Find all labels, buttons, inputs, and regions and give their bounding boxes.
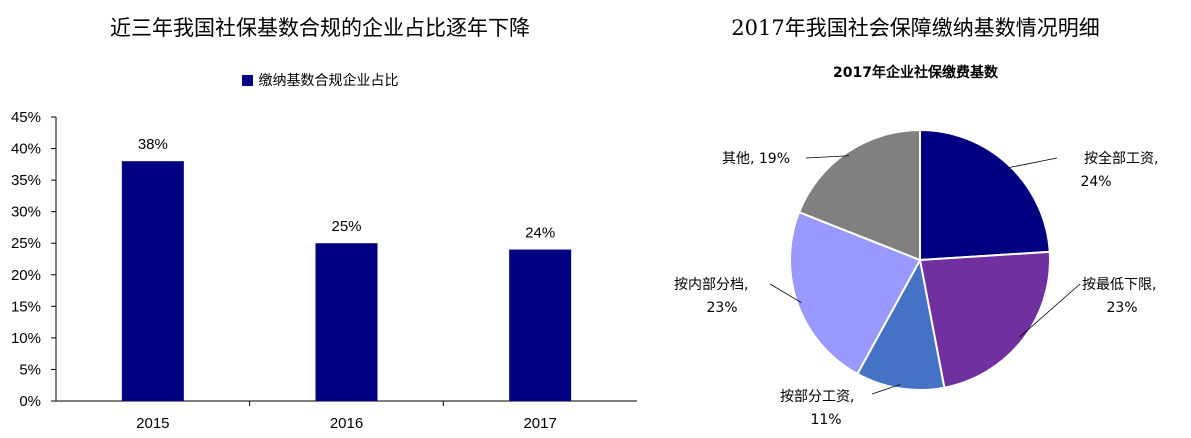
y-tick-label: 20% — [11, 267, 41, 284]
pie-chart-svg: 按全部工资, 24% 按最低下限, 23% 按部分工资, 11% 按内部分档, 23% 其他, … — [674, 128, 1158, 428]
pie-chart-panel: 2017年我国社会保障缴纳基数情况明细 2017年企业社保缴费基数 按全部工资,… — [640, 0, 1191, 438]
bar-chart-legend: 缴纳基数合规企业占比 — [0, 70, 640, 90]
pie-slice — [789, 210, 922, 376]
x-tick-label: 2015 — [136, 415, 169, 432]
pie-slice — [919, 128, 1051, 262]
bar-chart-panel: 近三年我国社保基数合规的企业占比逐年下降 缴纳基数合规企业占比 0% 5% 10% 1… — [0, 16, 640, 432]
legend-label: 缴纳基数合规企业占比 — [258, 73, 399, 89]
pie-slice — [797, 128, 921, 262]
pie-slice-value-label: 24% — [1080, 174, 1111, 190]
y-tick-label: 25% — [11, 235, 41, 252]
pie-slice-label: 其他, 19% — [722, 151, 790, 167]
pie-slice — [856, 257, 946, 391]
leader-line — [805, 155, 850, 159]
y-tick-label: 30% — [11, 204, 41, 221]
bar — [315, 243, 378, 401]
legend-swatch — [241, 75, 253, 86]
x-tick-label: 2017 — [523, 415, 556, 432]
bar-chart-main-title: 近三年我国社保基数合规的企业占比逐年下降 — [110, 16, 530, 40]
y-tick-label: 10% — [11, 330, 41, 347]
pie-slice-label: 按部分工资, — [780, 389, 854, 405]
y-tick-label: 0% — [19, 393, 41, 410]
leader-line — [1006, 157, 1058, 169]
pie-slice-value-label: 11% — [810, 412, 841, 428]
pie-slice — [918, 250, 1051, 389]
y-tick-label: 5% — [19, 361, 41, 378]
bar — [121, 161, 184, 401]
bar-data-label: 38% — [138, 136, 168, 153]
bar — [509, 249, 572, 401]
pie-slice-label: 按内部分档, — [674, 277, 748, 293]
bar-chart-svg: 0% 5% 10% 15% 20% 25% 30% 35% 40% 45% 38% 2015 25% 20… — [11, 109, 637, 432]
pie-chart-main-title: 2017年我国社会保障缴纳基数情况明细 — [731, 16, 1100, 40]
bar-data-label: 25% — [331, 218, 361, 235]
bar-data-label: 24% — [525, 225, 555, 242]
pie-slice-value-label: 23% — [1106, 300, 1137, 316]
pie-slice-label: 按最低下限, — [1082, 277, 1156, 293]
x-tick-label: 2016 — [330, 415, 363, 432]
leader-line — [1019, 283, 1081, 338]
pie-chart-title: 2017年企业社保缴费基数 — [833, 65, 998, 81]
pie-slice-value-label: 23% — [706, 300, 737, 316]
y-tick-label: 40% — [11, 141, 41, 158]
y-tick-label: 35% — [11, 172, 41, 189]
y-tick-label: 15% — [11, 298, 41, 315]
y-tick-label: 45% — [11, 109, 41, 126]
leader-line — [871, 384, 901, 395]
leader-line — [769, 283, 802, 304]
pie-slice-label: 按全部工资, — [1084, 150, 1158, 167]
